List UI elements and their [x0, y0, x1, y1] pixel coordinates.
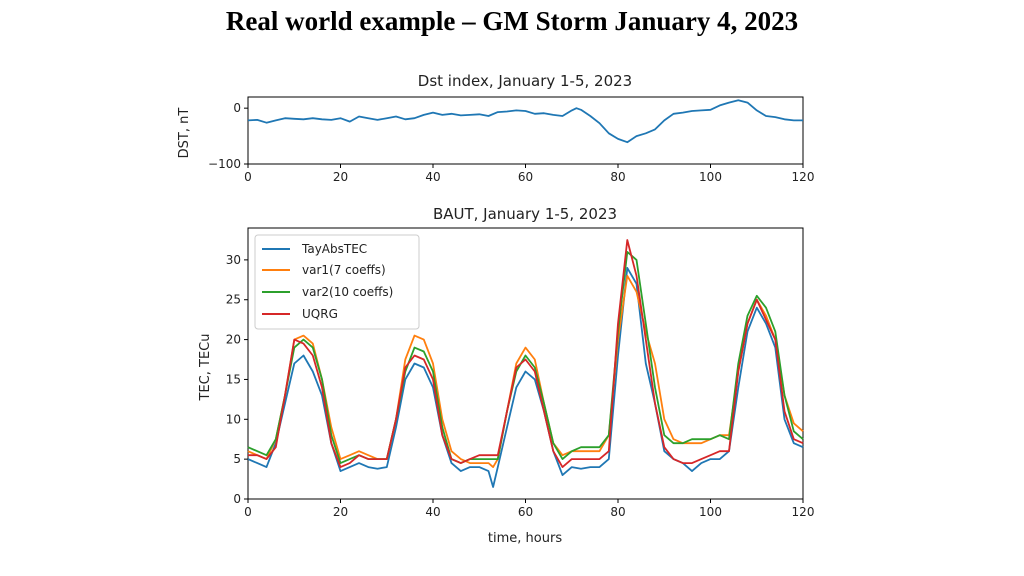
- dst-plot-frame: [247, 96, 804, 165]
- x-tick-label: 20: [333, 170, 348, 184]
- baut-chart: BAUT, January 1-5, 2023 TEC, TECu time, …: [198, 205, 814, 546]
- legend-box: [254, 234, 420, 330]
- series-line-dst: [247, 99, 803, 144]
- y-tick-label: −100: [208, 157, 241, 171]
- x-tick-label: 20: [333, 505, 348, 519]
- x-tick-label: 40: [425, 505, 440, 519]
- y-tick-label: 30: [226, 253, 241, 267]
- y-tick-label: 20: [226, 333, 241, 347]
- y-tick-label: 0: [233, 101, 241, 115]
- series-line-tayabstec: [247, 266, 804, 488]
- x-tick-label: 60: [518, 505, 533, 519]
- y-tick-label: 0: [233, 492, 241, 506]
- dst-chart-title: Dst index, January 1-5, 2023: [418, 72, 632, 90]
- y-tick-label: 10: [226, 412, 241, 426]
- x-tick-label: 60: [518, 170, 533, 184]
- x-tick-label: 100: [699, 505, 722, 519]
- baut-x-axis-label: time, hours: [488, 531, 562, 546]
- legend-label-var2: var2(10 coeffs): [302, 285, 393, 299]
- slide-title: Real world example – GM Storm January 4,…: [225, 6, 799, 36]
- baut-chart-title: BAUT, January 1-5, 2023: [433, 205, 617, 223]
- x-tick-label: 80: [610, 505, 625, 519]
- y-tick-label: 5: [233, 452, 241, 466]
- y-tick-label: 25: [226, 293, 241, 307]
- baut-legend: TayAbsTEC var1(7 coeffs) var2(10 coeffs)…: [254, 234, 420, 330]
- x-tick-label: 80: [610, 170, 625, 184]
- legend-label-uqrg: UQRG: [302, 307, 338, 321]
- x-tick-label: 0: [244, 505, 252, 519]
- x-tick-label: 0: [244, 170, 252, 184]
- x-tick-label: 120: [792, 170, 815, 184]
- x-tick-label: 100: [699, 170, 722, 184]
- legend-label-var1: var1(7 coeffs): [302, 263, 386, 277]
- dst-y-axis-label: DST, nT: [177, 108, 192, 159]
- y-tick-label: 15: [226, 372, 241, 386]
- x-tick-label: 40: [425, 170, 440, 184]
- series-line-uqrg: [248, 239, 804, 469]
- baut-y-axis-label: TEC, TECu: [198, 334, 213, 402]
- legend-label-tayabstec: TayAbsTEC: [301, 242, 367, 256]
- dst-chart: Dst index, January 1-5, 2023 DST, nT 0 20…: [177, 72, 814, 184]
- x-tick-label: 120: [792, 505, 815, 519]
